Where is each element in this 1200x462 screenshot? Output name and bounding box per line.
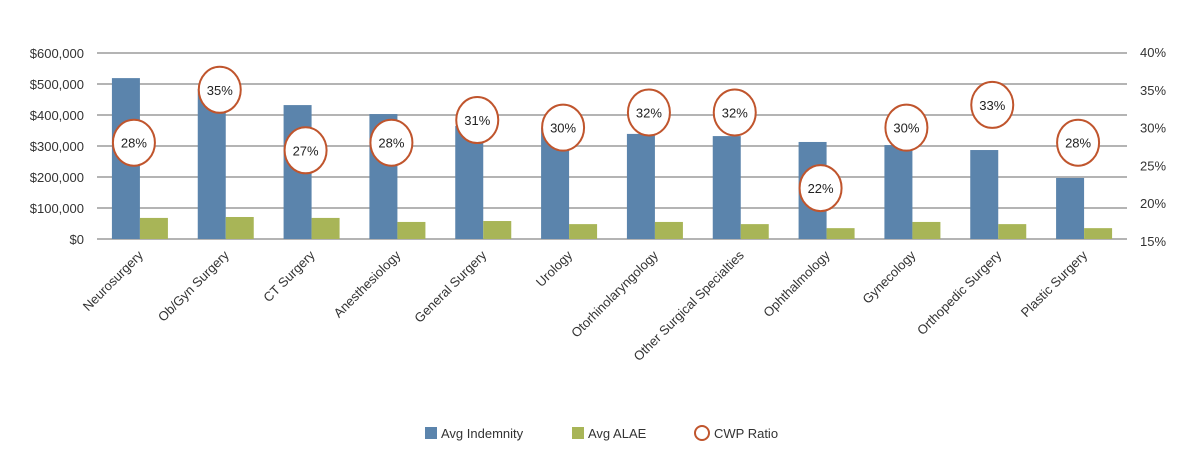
legend-label: CWP Ratio — [714, 426, 778, 441]
cwp-marker-circle — [712, 88, 757, 137]
legend-item: CWP Ratio — [694, 425, 778, 441]
cwp-marker: 32% — [712, 88, 757, 137]
legend-item: Avg ALAE — [572, 426, 647, 441]
cwp-marker: 35% — [197, 65, 242, 114]
bar-avg-alae — [998, 224, 1027, 239]
cwp-marker: 27% — [283, 126, 328, 175]
category-label: Ophthalmology — [760, 247, 833, 320]
cwp-marker-circle — [798, 164, 843, 213]
bar-avg-alae — [912, 221, 941, 239]
cwp-marker-circle — [970, 80, 1015, 129]
bar-avg-alae — [311, 217, 340, 239]
bar-avg-alae — [569, 224, 598, 239]
cwp-marker: 33% — [970, 80, 1015, 129]
bar-avg-alae — [826, 228, 855, 239]
cwp-marker: 32% — [626, 88, 671, 137]
bar-avg-alae — [139, 217, 168, 239]
legend-label: Avg Indemnity — [441, 426, 524, 441]
cwp-marker: 28% — [1056, 118, 1101, 167]
right-axis: 15% 20% 25% 30% 35% 40% — [1140, 45, 1166, 249]
category-label: Orthopedic Surgery — [914, 247, 1005, 338]
cwp-data-label: 28% — [1065, 136, 1091, 151]
category-label: Gynecology — [859, 247, 919, 307]
bar-avg-indemnity — [970, 150, 999, 239]
left-tick-label: $300,000 — [30, 139, 84, 154]
right-tick-label: 20% — [1140, 196, 1166, 211]
category-label: Plastic Surgery — [1018, 247, 1091, 320]
bar-avg-indemnity — [197, 88, 226, 240]
legend-label: Avg ALAE — [588, 426, 647, 441]
cwp-data-label: 30% — [893, 121, 919, 136]
category-label: Neurosurgery — [80, 247, 147, 314]
cwp-data-label: 32% — [636, 105, 662, 120]
right-tick-label: 15% — [1140, 234, 1166, 249]
cwp-marker-circle — [369, 118, 414, 167]
category-labels: Neurosurgery Ob/Gyn Surgery CT Surgery Anes… — [80, 247, 1091, 364]
cwp-marker-circle — [1056, 118, 1101, 167]
right-tick-label: 30% — [1140, 121, 1166, 136]
bar-avg-indemnity — [626, 133, 655, 239]
bars — [111, 78, 1113, 240]
cwp-marker: 28% — [111, 118, 156, 167]
cwp-marker-circle — [455, 96, 500, 145]
category-label: General Surgery — [411, 247, 489, 325]
cwp-marker-circle — [197, 65, 242, 114]
legend: Avg Indemnity Avg ALAE CWP Ratio — [425, 425, 778, 441]
cwp-marker-circle — [884, 103, 929, 152]
right-tick-label: 40% — [1140, 45, 1166, 60]
bar-avg-alae — [397, 221, 426, 239]
cwp-marker-circle — [283, 126, 328, 175]
cwp-data-label: 27% — [293, 143, 319, 158]
cwp-marker-circle — [111, 118, 156, 167]
bar-avg-indemnity — [712, 136, 741, 239]
cwp-data-label: 31% — [464, 113, 490, 128]
legend-swatch — [572, 427, 584, 439]
bar-avg-alae — [740, 224, 769, 239]
cwp-data-label: 32% — [722, 105, 748, 120]
cwp-markers: 28% 35% 27% 28% 31% 30% 32% 32% 22% 30% 33% 28% — [111, 65, 1101, 213]
cwp-marker: 31% — [455, 96, 500, 145]
cwp-data-label: 22% — [808, 181, 834, 196]
gridlines — [97, 52, 1127, 240]
category-label: Anesthesiology — [331, 247, 404, 320]
left-tick-label: $400,000 — [30, 108, 84, 123]
bar-avg-indemnity — [884, 145, 913, 239]
bar-avg-alae — [1084, 228, 1113, 239]
legend-item: Avg Indemnity — [425, 426, 524, 441]
category-label: Otorhinolaryngology — [568, 247, 661, 340]
cwp-marker: 22% — [798, 164, 843, 213]
cwp-data-label: 28% — [378, 136, 404, 151]
legend-circle-icon — [694, 425, 710, 441]
left-tick-label: $0 — [70, 232, 84, 247]
right-tick-label: 25% — [1140, 158, 1166, 173]
cwp-data-label: 33% — [979, 98, 1005, 113]
cwp-data-label: 35% — [207, 83, 233, 98]
left-tick-label: $600,000 — [30, 46, 84, 61]
bar-avg-alae — [654, 221, 683, 239]
left-tick-label: $100,000 — [30, 201, 84, 216]
category-label: Ob/Gyn Surgery — [155, 247, 232, 324]
cwp-marker: 30% — [884, 103, 929, 152]
left-tick-label: $500,000 — [30, 77, 84, 92]
left-tick-label: $200,000 — [30, 170, 84, 185]
cwp-marker-circle — [626, 88, 671, 137]
cwp-marker-circle — [541, 103, 586, 152]
category-label: Urology — [533, 247, 576, 290]
cwp-marker: 28% — [369, 118, 414, 167]
category-label: CT Surgery — [260, 247, 318, 305]
bar-avg-alae — [225, 216, 254, 239]
cwp-data-label: 28% — [121, 136, 147, 151]
right-tick-label: 35% — [1140, 83, 1166, 98]
bar-avg-indemnity — [455, 125, 484, 239]
cwp-marker: 30% — [541, 103, 586, 152]
left-axis: $0 $100,000 $200,000 $300,000 $400,000 $500,0… — [30, 46, 84, 247]
cwp-data-label: 30% — [550, 121, 576, 136]
bar-avg-indemnity — [1056, 177, 1085, 239]
bar-avg-alae — [483, 221, 512, 239]
legend-swatch — [425, 427, 437, 439]
